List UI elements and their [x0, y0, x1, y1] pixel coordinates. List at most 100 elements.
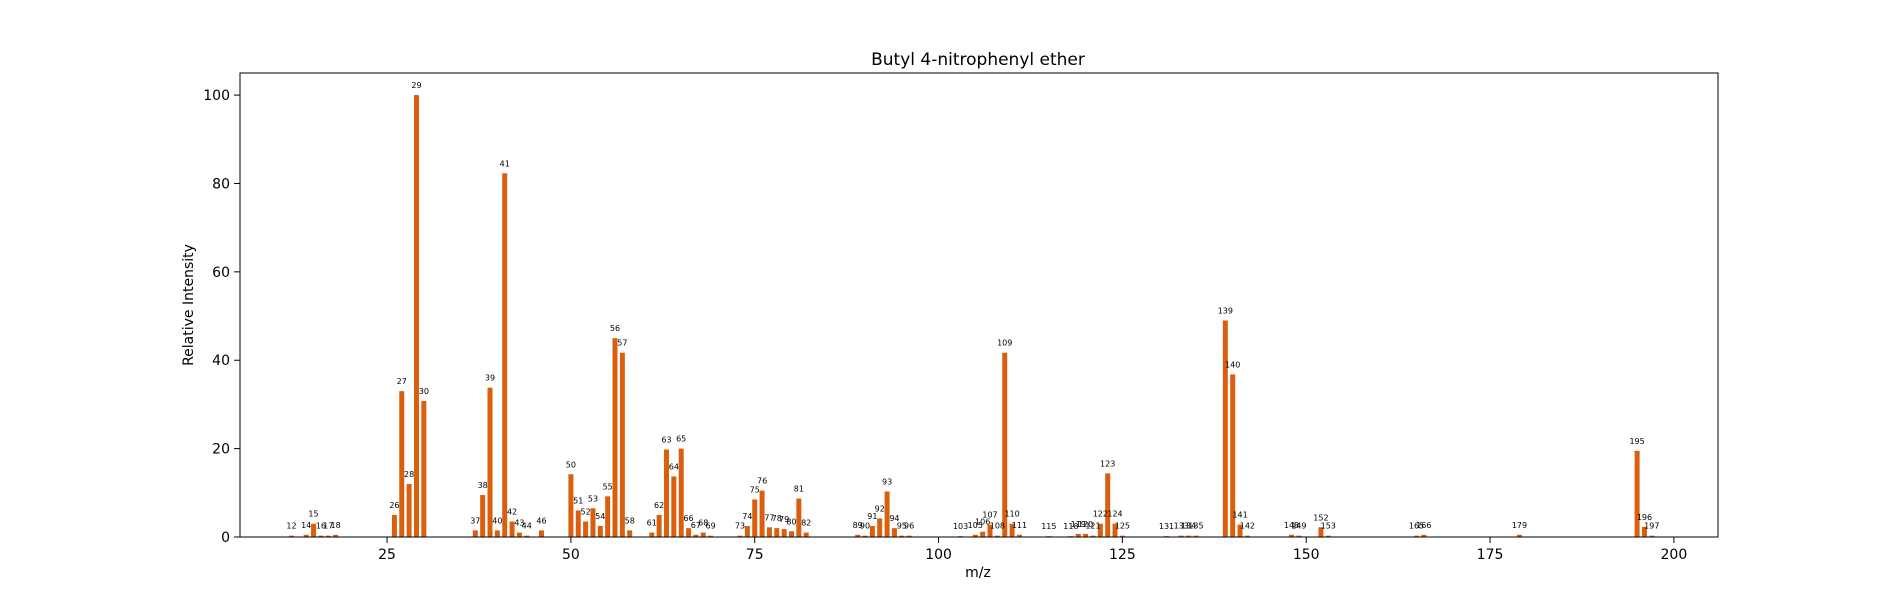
peak-bar [1244, 535, 1250, 537]
peak-label: 69 [706, 522, 716, 531]
peak-bar [766, 527, 772, 537]
peak-bar [987, 524, 993, 537]
peak-label: 51 [573, 496, 583, 505]
peak-bar [487, 387, 493, 537]
peak-bar [759, 490, 765, 537]
peak-label: 75 [750, 485, 760, 494]
peak-label: 133 [1174, 522, 1189, 531]
peak-label: 42 [507, 508, 517, 517]
peak-bar [752, 499, 758, 537]
peak-label: 79 [779, 515, 789, 524]
peak-label: 52 [581, 508, 591, 517]
peak-bar [906, 535, 912, 537]
peak-bar [1289, 534, 1295, 537]
chart-title: Butyl 4-nitrophenyl ether [871, 50, 1085, 70]
peak-bar [597, 525, 603, 537]
peak-label: 29 [411, 81, 421, 90]
peak-bar [700, 532, 706, 537]
peak-label: 153 [1321, 522, 1336, 531]
peak-label: 64 [669, 462, 679, 471]
plot-frame [239, 72, 1719, 538]
peak-bar [1222, 320, 1228, 537]
peak-label: 73 [735, 522, 745, 531]
peak-bar [413, 95, 419, 537]
peak-label: 131 [1159, 522, 1174, 531]
peak-label: 196 [1637, 513, 1652, 522]
y-axis: 0 20 40 60 80 100 [203, 88, 240, 546]
peak-label: 61 [647, 519, 657, 528]
peak-bar [399, 391, 405, 537]
peak-label: 125 [1115, 522, 1130, 531]
peak-bar [1414, 535, 1420, 537]
peak-bar [1119, 535, 1125, 537]
peak-label: 17 [323, 522, 333, 531]
peak-label: 135 [1188, 522, 1203, 531]
peak-bar [678, 448, 684, 537]
peak-bar [509, 521, 515, 537]
peak-bar [693, 534, 699, 537]
peak-bar [869, 525, 875, 537]
peak-label: 106 [975, 518, 990, 527]
peak-bar [311, 523, 317, 537]
peak-bar [877, 518, 883, 537]
peak-label: 92 [875, 504, 885, 513]
peak-label: 81 [794, 485, 804, 494]
peak-bar [590, 508, 596, 537]
peak-label: 56 [610, 324, 620, 333]
peak-bar [1516, 534, 1522, 537]
peak-label: 38 [478, 481, 488, 490]
y-tick-label: 0 [221, 530, 230, 546]
x-tick-label: 200 [1661, 547, 1688, 563]
peak-bar [524, 535, 530, 537]
y-axis-label: Relative Intensity [181, 244, 197, 366]
peak-bar [1090, 535, 1096, 537]
peak-label: 142 [1240, 522, 1255, 531]
peak-bar [980, 531, 986, 537]
peak-bar [318, 535, 324, 537]
peak-label: 110 [1004, 510, 1019, 519]
peak-label: 18 [330, 521, 340, 530]
peak-label: 166 [1416, 521, 1431, 530]
peak-bar [583, 521, 589, 537]
peak-label: 148 [1284, 521, 1299, 530]
peak-label: 62 [654, 501, 664, 510]
peak-label: 58 [625, 516, 635, 525]
peak-bar [1083, 533, 1089, 537]
y-tick-label: 40 [212, 353, 230, 369]
peak-bar [1634, 450, 1640, 537]
peak-label: 179 [1512, 521, 1527, 530]
peak-bar [884, 491, 890, 537]
peak-label: 53 [588, 494, 598, 503]
peak-label: 67 [691, 521, 701, 530]
peak-bar [502, 173, 508, 537]
x-tick-label: 50 [562, 547, 580, 563]
peak-label: 93 [882, 477, 892, 486]
peak-label: 12 [286, 522, 296, 531]
peak-bar [1105, 473, 1111, 537]
peak-bar [480, 495, 486, 537]
peak-bar [1186, 535, 1192, 537]
peak-label: 76 [757, 477, 767, 486]
peak-bar [1178, 535, 1184, 537]
peak-label: 124 [1107, 510, 1122, 519]
peak-bar [1075, 533, 1081, 537]
peak-label: 57 [617, 339, 627, 348]
peak-bar [288, 535, 294, 537]
peak-label: 94 [889, 514, 899, 523]
peak-label: 118 [1063, 522, 1078, 531]
peak-bar [1325, 535, 1331, 537]
peak-bar [972, 534, 978, 537]
peak-bar [649, 532, 655, 537]
peak-label: 46 [536, 516, 546, 525]
peak-label: 123 [1100, 459, 1115, 468]
y-tick-label: 80 [212, 176, 230, 192]
bars-layer [288, 95, 1655, 537]
peak-label: 82 [801, 519, 811, 528]
peak-bar [605, 496, 611, 537]
peak-label: 30 [419, 387, 429, 396]
peak-bar [1649, 535, 1655, 537]
peak-label: 89 [853, 521, 863, 530]
peak-label: 149 [1291, 522, 1306, 531]
peak-label: 54 [595, 512, 605, 521]
